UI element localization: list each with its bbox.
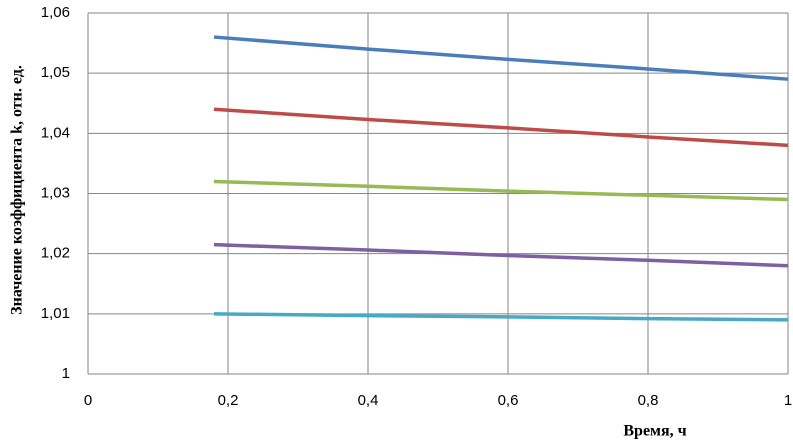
series-line [213,107,789,148]
x-axis-title: Время, ч [623,423,686,440]
y-tick-label: 1,02 [41,245,70,262]
y-tick-label: 1,01 [41,305,70,322]
series-line [213,312,789,322]
x-tick-label: 0 [84,392,92,409]
series-line [213,242,789,268]
y-tick-label: 1,05 [41,64,70,81]
x-tick-label: 1 [784,392,792,409]
x-tick-label: 0,2 [218,392,239,409]
y-tick-label: 1,06 [41,4,70,21]
series-line [213,179,789,202]
y-tick-label: 1,03 [41,184,70,201]
y-tick-label: 1 [62,365,70,382]
x-tick-label: 0,8 [638,392,659,409]
x-tick-label: 0,4 [358,392,379,409]
series-line [213,35,789,81]
x-tick-label: 0,6 [498,392,519,409]
y-axis-title: Значение коэффициента k, отн. ед. [9,65,26,315]
y-tick-label: 1,04 [41,124,70,141]
